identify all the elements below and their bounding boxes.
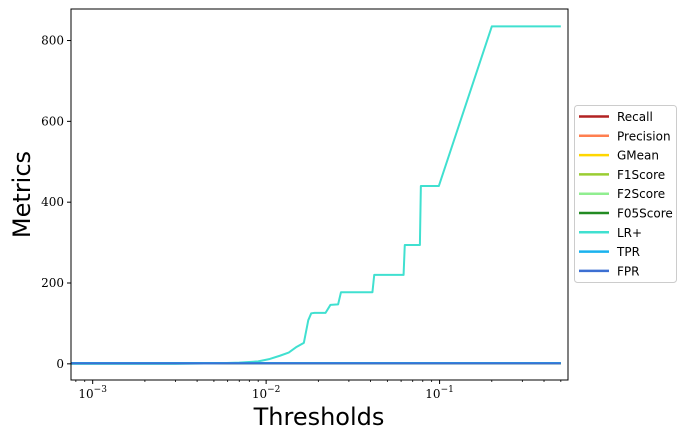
legend-label-lr: LR+ (617, 226, 642, 240)
y-tick-label: 200 (41, 276, 64, 290)
y-tick-label: 0 (56, 357, 64, 371)
x-tick-label: 10−1 (425, 385, 454, 401)
legend-label-fpr: FPR (617, 264, 639, 278)
x-tick-label: 10−3 (78, 385, 107, 401)
y-axis-label: Metrics (8, 151, 36, 238)
legend-label-gmean: GMean (617, 149, 659, 163)
x-tick-label: 10−2 (252, 385, 281, 401)
y-tick-label: 600 (41, 114, 64, 128)
y-tick-label: 400 (41, 195, 64, 209)
legend-label-f1score: F1Score (617, 168, 665, 182)
legend-label-precision: Precision (617, 129, 671, 143)
y-tick-label: 800 (41, 34, 64, 48)
legend-label-f2score: F2Score (617, 187, 665, 201)
legend: Recall Precision GMean F1Score F2Score F05Sco… (574, 105, 677, 283)
ticks: 0 200 400 600 800 10−3 10−2 10−1 (41, 34, 562, 401)
legend-label-f05score: F05Score (617, 207, 673, 221)
legend-label-tpr: TPR (616, 245, 640, 259)
x-axis-label: Thresholds (253, 403, 385, 431)
legend-frame (574, 105, 677, 283)
plot-frame (70, 8, 569, 381)
legend-label-recall: Recall (617, 110, 653, 124)
plot-lines (71, 25, 561, 365)
series-line-lr (71, 25, 561, 365)
